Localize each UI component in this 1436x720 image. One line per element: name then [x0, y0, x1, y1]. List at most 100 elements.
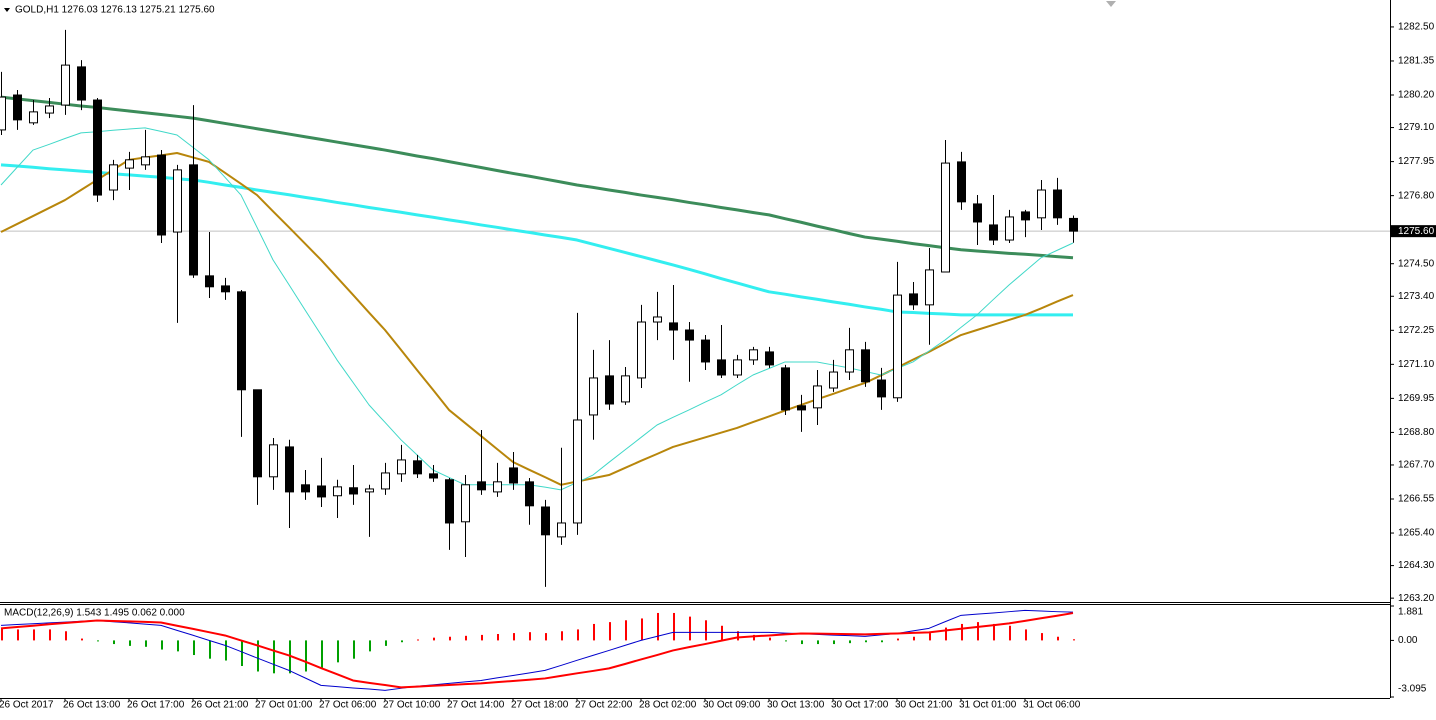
candle-body	[285, 446, 294, 493]
x-tick-label: 26 Oct 17:00	[127, 700, 185, 711]
indicator-title: MACD(12,26,9) 1.543 1.495 0.062 0.000	[4, 608, 185, 619]
histogram-bar	[529, 632, 531, 641]
x-tick-label: 26 Oct 13:00	[63, 700, 121, 711]
histogram-bar	[209, 640, 211, 659]
candle-body	[573, 419, 582, 524]
histogram-bar	[401, 640, 403, 643]
candle-body	[525, 481, 534, 507]
candle-body	[413, 460, 422, 475]
histogram-bar	[881, 640, 883, 643]
candle-body	[1021, 211, 1030, 221]
candle-body	[45, 105, 54, 114]
histogram-bar	[673, 612, 675, 641]
histogram-bar	[145, 640, 147, 647]
histogram-bar	[321, 640, 323, 668]
x-tick-label: 27 Oct 22:00	[575, 700, 633, 711]
candle-body	[797, 405, 806, 411]
candle-body	[861, 349, 870, 383]
histogram-bar	[161, 640, 163, 650]
histogram-bar	[545, 633, 547, 641]
candle-body	[0, 96, 6, 131]
shift-marker	[1106, 1, 1116, 7]
candle-body	[381, 472, 390, 490]
histogram-bar	[721, 625, 723, 641]
candle-body	[605, 375, 614, 405]
candle-body	[13, 94, 22, 121]
candle-body	[941, 162, 950, 273]
candle-body	[909, 293, 918, 306]
price-label-box	[1391, 225, 1436, 238]
histogram-bar	[993, 623, 995, 641]
candle-body	[445, 479, 454, 524]
histogram-bar	[817, 640, 819, 645]
candle-body	[733, 359, 742, 376]
candle-body	[429, 473, 438, 479]
histogram-bar	[97, 640, 99, 642]
candle-body	[173, 169, 182, 233]
candle-body	[29, 111, 38, 124]
histogram-bar	[337, 640, 339, 663]
candle-body	[461, 484, 470, 523]
candle-body	[637, 321, 646, 379]
menu-arrow[interactable]	[4, 8, 10, 12]
x-tick-label: 30 Oct 09:00	[703, 700, 761, 711]
x-tick-label: 30 Oct 21:00	[895, 700, 953, 711]
x-tick-label: 26 Oct 2017	[0, 700, 54, 711]
candle-body	[621, 375, 630, 403]
candle-body	[61, 64, 70, 106]
histogram-bar	[433, 637, 435, 641]
histogram-bar	[513, 633, 515, 641]
x-tick-label: 27 Oct 10:00	[383, 700, 441, 711]
histogram-bar	[65, 631, 67, 641]
histogram-bar	[385, 640, 387, 646]
candle-body	[221, 285, 230, 293]
chart-title: GOLD,H1 1276.03 1276.13 1275.21 1275.60	[15, 5, 215, 16]
candle-body	[717, 359, 726, 376]
candle-body	[653, 316, 662, 323]
candle-body	[205, 275, 214, 288]
candle-body	[989, 224, 998, 241]
histogram-bar	[593, 623, 595, 641]
histogram-bar	[449, 636, 451, 641]
y-tick-label: 1273.40	[1398, 291, 1435, 302]
candle-body	[189, 164, 198, 276]
plot-area: 1282.50 1281.35 1280.20 1279.10 1277.95 1276.…	[0, 22, 1436, 711]
candle-body	[1069, 217, 1078, 232]
candle-body	[781, 367, 790, 411]
histogram-bar	[369, 640, 371, 652]
histogram-bar	[305, 640, 307, 672]
histogram-bar	[417, 639, 419, 641]
y-tick-label: 0.00	[1398, 635, 1418, 646]
histogram-bar	[657, 612, 659, 641]
candle-body	[253, 389, 262, 478]
histogram-bar	[625, 620, 627, 641]
candle-body	[269, 444, 278, 478]
histogram-bar	[1041, 633, 1043, 641]
candle-body	[541, 506, 550, 536]
x-tick-label: 31 Oct 01:00	[959, 700, 1017, 711]
candle-body	[893, 294, 902, 399]
candle-body	[925, 269, 934, 306]
y-tick-label: 1274.50	[1398, 258, 1435, 269]
y-tick-label: 1265.40	[1398, 528, 1435, 539]
histogram-bar	[257, 640, 259, 672]
price-label: 1275.60	[1398, 226, 1435, 237]
y-tick-label: 1281.35	[1398, 56, 1435, 67]
histogram-bar	[353, 640, 355, 659]
candle-body	[141, 156, 150, 166]
candle-body	[317, 485, 326, 498]
y-tick-label: 1268.80	[1398, 427, 1435, 438]
candle-body	[493, 481, 502, 493]
histogram-bar	[129, 640, 131, 646]
candle-body	[477, 481, 486, 491]
candle-body	[957, 161, 966, 203]
candle-body	[877, 379, 886, 398]
x-tick-label: 26 Oct 21:00	[191, 700, 249, 711]
histogram-bar	[977, 622, 979, 641]
candle-body	[669, 322, 678, 331]
candle-body	[157, 154, 166, 236]
y-tick-label: 1282.50	[1398, 22, 1435, 33]
histogram-bar	[737, 631, 739, 641]
